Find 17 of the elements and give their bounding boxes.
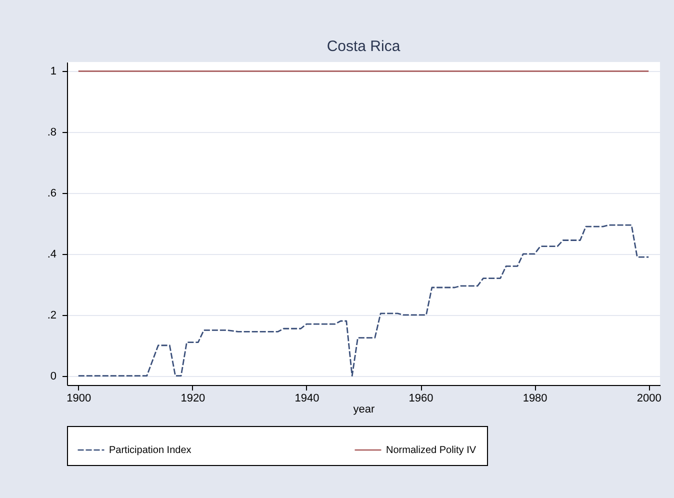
- legend-label: Participation Index: [109, 445, 192, 456]
- y-tick-label: .4: [47, 248, 56, 260]
- y-tick-label: .2: [47, 309, 56, 322]
- x-tick-label: 1980: [522, 392, 548, 404]
- x-tick-label: 1960: [408, 392, 434, 404]
- y-tick-label: .8: [47, 126, 56, 139]
- x-axis-title: year: [353, 404, 376, 416]
- y-tick-label: 1: [50, 66, 56, 78]
- x-tick-label: 1900: [66, 392, 92, 404]
- x-tick-label: 1920: [180, 392, 206, 404]
- chart-title: Costa Rica: [326, 38, 401, 55]
- legend-label: Normalized Polity IV: [386, 445, 476, 456]
- x-tick-label: 2000: [636, 392, 662, 404]
- line-series: [78, 224, 650, 377]
- y-tick-label: .6: [47, 188, 56, 200]
- y-tick-label: 0: [50, 370, 56, 382]
- x-tick-label: 1940: [294, 392, 320, 404]
